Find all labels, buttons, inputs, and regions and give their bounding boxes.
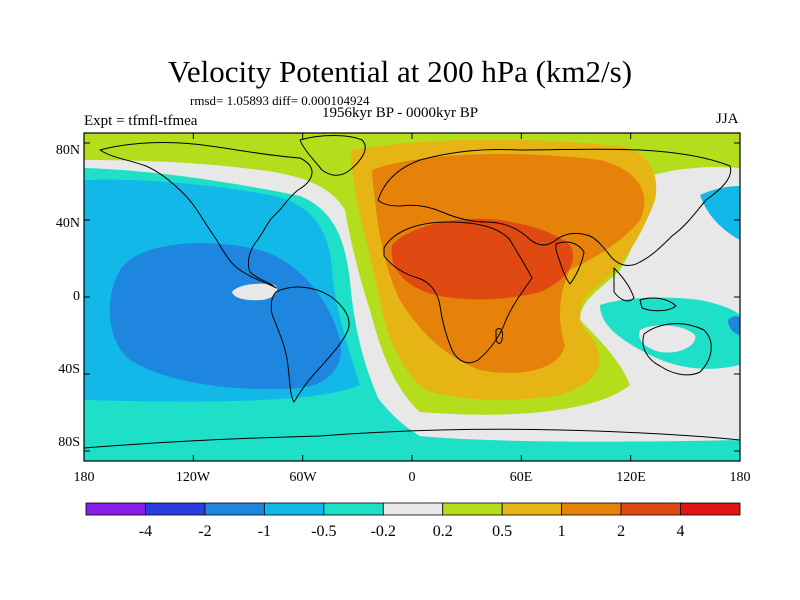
lon-tick-label: 60E: [509, 470, 533, 485]
colorbar-label: 1: [557, 523, 566, 540]
colorbar-label: -0.5: [311, 523, 337, 540]
colorbar-swatch: [85, 502, 146, 516]
colorbar-label: 0.2: [432, 523, 453, 540]
colorbar-label: 2: [617, 523, 626, 540]
colorbar-swatch: [263, 502, 325, 516]
colorbar-swatch: [561, 502, 622, 516]
colorbar-swatch: [501, 502, 563, 516]
lon-tick-label: 180: [73, 470, 95, 485]
colorbar-swatch: [204, 502, 265, 516]
stats-label: rmsd= 1.05893 diff= 0.000104924: [190, 93, 370, 108]
lat-tick-label: 80S: [58, 435, 80, 450]
colorbar-label: -1: [257, 523, 272, 540]
colorbar-label: 4: [676, 523, 685, 540]
axis-ticks: [83, 133, 741, 461]
coast-south-america: [270, 286, 350, 403]
field-contour-minus-2: [109, 243, 740, 390]
colorbar: [85, 502, 741, 516]
lon-tick-label: 180: [729, 470, 751, 485]
coastlines: [84, 135, 740, 449]
map-field: [84, 133, 740, 461]
coast-madagascar: [495, 327, 503, 344]
lat-tick-label: 0: [73, 289, 80, 304]
lon-tick-label: 120E: [616, 470, 646, 485]
colorbar-swatch: [145, 502, 206, 516]
lat-tick-label: 40N: [55, 216, 80, 231]
colorbar-label: -4: [138, 523, 153, 540]
lat-tick-label: 40S: [58, 362, 80, 377]
coast-europe-asia: [377, 148, 732, 266]
lon-tick-label: 0: [408, 470, 416, 485]
lon-tick-label: 60W: [289, 470, 317, 485]
field-contour-zero-pocket: [232, 283, 696, 353]
coast-india: [555, 241, 585, 285]
coast-north-america: [99, 142, 313, 289]
colorbar-label: -2: [198, 523, 212, 540]
lon-tick-label: 120W: [175, 470, 211, 485]
colorbar-label: 0.5: [492, 523, 513, 540]
map-title: Velocity Potential at 200 hPa (km2/s): [167, 54, 633, 89]
coast-australia: [642, 323, 712, 376]
colorbar-label: -0.2: [370, 523, 396, 540]
colorbar-swatch: [382, 502, 444, 516]
colorbar-swatch: [323, 502, 384, 516]
coast-antarctica: [84, 428, 740, 449]
field-contour-plus-2: [391, 218, 574, 300]
coast-greenland: [299, 135, 366, 176]
coast-southeast-asia: [613, 267, 677, 312]
colorbar-swatch: [680, 502, 741, 516]
period-label: 1956kyr BP - 0000kyr BP: [322, 105, 479, 121]
lat-tick-label: 80N: [55, 143, 80, 158]
experiment-label: Expt = tfmfl-tfmea: [84, 113, 198, 129]
season-label: JJA: [716, 111, 739, 127]
colorbar-swatch: [442, 502, 503, 516]
colorbar-swatch: [620, 502, 681, 516]
